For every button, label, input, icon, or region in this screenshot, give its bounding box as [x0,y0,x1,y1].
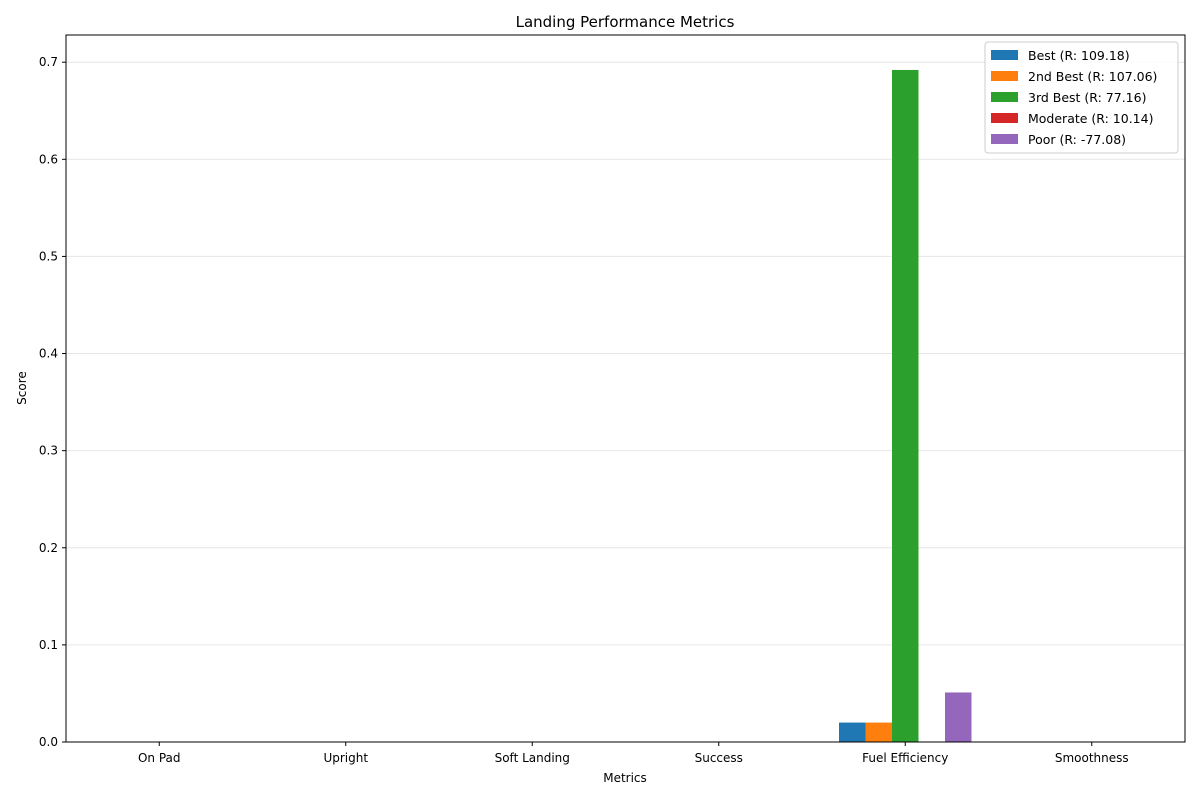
grid-lines [66,61,1185,743]
y-tick-label: 0.7 [39,55,58,69]
bar [945,692,972,742]
chart-title: Landing Performance Metrics [516,13,735,31]
plot-frame [65,34,1186,743]
legend-entry: 2nd Best (R: 107.06) [1028,69,1157,84]
legend-swatch [991,113,1018,123]
x-tick-label: Upright [323,751,368,765]
y-tick-label: 0.1 [39,638,58,652]
x-tick-label: Fuel Efficiency [862,751,948,765]
bar [865,722,892,742]
x-axis-ticks: On Pad Upright Soft Landing Success Fuel Eff… [138,742,1129,765]
legend-box [984,41,1179,154]
legend: Best (R: 109.18) 2nd Best (R: 107.06) 3rd … [984,41,1179,154]
legend-swatch [991,71,1018,81]
x-tick-label: Smoothness [1055,751,1129,765]
legend-swatch [991,134,1018,144]
bars [839,69,972,742]
legend-entry: 3rd Best (R: 77.16) [1028,90,1146,105]
legend-entry: Moderate (R: 10.14) [1028,111,1153,126]
x-tick-label: Success [695,751,743,765]
bar [839,722,866,742]
x-tick-label: On Pad [138,751,181,765]
y-tick-label: 0.6 [39,152,58,166]
y-tick-label: 0.0 [39,735,58,749]
legend-entry: Best (R: 109.18) [1028,48,1130,63]
legend-swatch [991,92,1018,102]
y-tick-label: 0.5 [39,249,58,263]
legend-entry: Poor (R: -77.08) [1028,132,1126,147]
y-tick-label: 0.4 [39,347,58,361]
y-tick-label: 0.3 [39,444,58,458]
x-axis-label: Metrics [603,771,647,785]
y-axis-ticks: 0.0 0.1 0.2 0.3 0.4 0.5 0.6 0.7 [39,55,66,749]
y-axis-label: Score [15,371,29,405]
bar [892,69,919,742]
y-tick-label: 0.2 [39,541,58,555]
legend-swatch [991,50,1018,60]
x-tick-label: Soft Landing [495,751,570,765]
